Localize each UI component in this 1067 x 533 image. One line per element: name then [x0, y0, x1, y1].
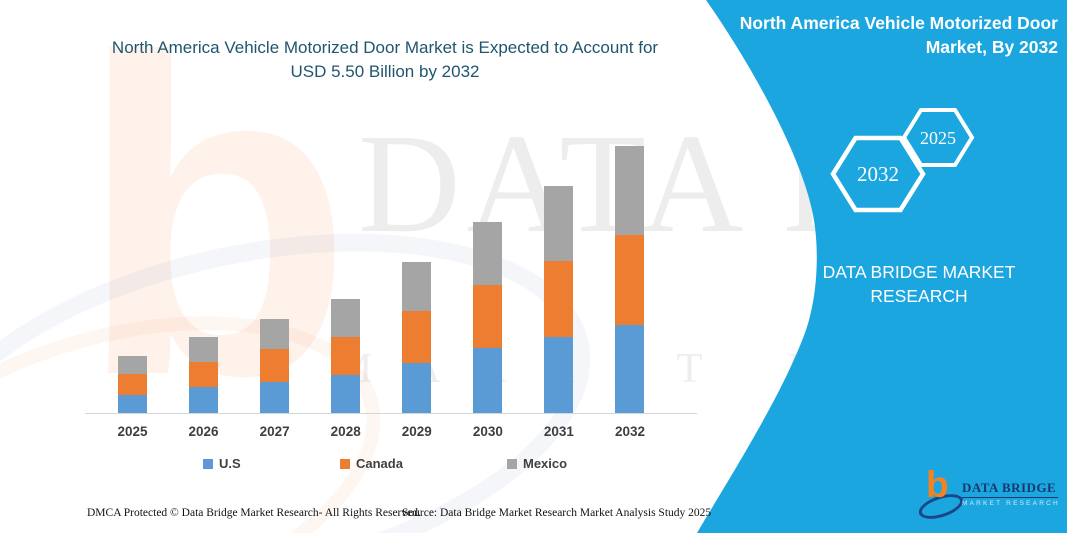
x-axis-label-2030: 2030: [472, 424, 503, 439]
chart-title-line2: USD 5.50 Billion by 2032: [290, 61, 480, 81]
bar-segment-2026-us: [189, 387, 219, 413]
legend-swatch-icon: [340, 458, 350, 469]
bar-segment-2026-mexico: [189, 337, 219, 363]
logo-subname: MARKET RESEARCH: [962, 500, 1060, 507]
bar-segment-2030-canada: [473, 284, 503, 348]
bar-2026: [189, 337, 219, 413]
bar-segment-2027-canada: [260, 348, 290, 382]
bar-segment-2030-us: [473, 348, 503, 413]
bar-2029: [402, 262, 432, 413]
bar-2030: [473, 222, 503, 413]
legend-label: Canada: [356, 456, 403, 471]
banner-title: North America Vehicle Motorized Door Mar…: [698, 12, 1058, 59]
x-axis-label-2027: 2027: [259, 424, 290, 439]
bar-segment-2032-us: [615, 324, 645, 413]
bar-2025: [118, 356, 147, 413]
bar-2032: [615, 146, 645, 413]
dbmr-logo: b DATA BRIDGE MARKET RESEARCH: [915, 466, 1058, 524]
banner-title-line1: North America Vehicle Motorized Door: [739, 13, 1058, 33]
legend-swatch-icon: [507, 458, 517, 469]
logo-wordmark: DATA BRIDGE MARKET RESEARCH: [962, 480, 1058, 507]
x-axis-label-2028: 2028: [330, 424, 361, 439]
x-axis-line: [85, 413, 697, 414]
legend-label: Mexico: [523, 456, 568, 471]
bar-segment-2025-mexico: [118, 356, 147, 375]
banner-title-line2: Market, By 2032: [925, 36, 1058, 57]
bar-segment-2031-mexico: [544, 185, 574, 262]
x-axis-label-2029: 2029: [401, 424, 432, 439]
legend-item-us: U.S: [203, 456, 241, 471]
chart-title: North America Vehicle Motorized Door Mar…: [85, 36, 685, 84]
bar-segment-2025-us: [118, 394, 147, 413]
bar-segment-2027-us: [260, 381, 290, 413]
bar-segment-2025-canada: [118, 374, 147, 395]
logo-b-icon: b: [926, 464, 949, 505]
brand-name-line2: RESEARCH: [870, 285, 968, 306]
legend-swatch-icon: [203, 458, 213, 469]
legend-item-canada: Canada: [340, 456, 403, 471]
bar-2027: [260, 318, 290, 413]
bar-segment-2029-mexico: [402, 262, 432, 312]
bar-2028: [331, 299, 361, 413]
bar-segment-2031-us: [544, 336, 574, 413]
bar-segment-2028-canada: [331, 336, 361, 376]
bar-segment-2030-mexico: [473, 222, 503, 285]
bar-segment-2028-mexico: [331, 299, 361, 337]
bar-2031: [544, 185, 574, 413]
bar-segment-2029-canada: [402, 311, 432, 363]
side-panel-shape: [697, 0, 1067, 533]
bar-segment-2032-mexico: [615, 146, 645, 235]
bar-segment-2028-us: [331, 375, 361, 413]
x-axis-label-2031: 2031: [543, 424, 574, 439]
x-axis-label-2025: 2025: [117, 424, 148, 439]
chart-title-line1: North America Vehicle Motorized Door Mar…: [111, 38, 659, 57]
x-axis-label-2026: 2026: [188, 424, 219, 439]
copyright-text: DMCA Protected © Data Bridge Market Rese…: [87, 507, 421, 519]
legend-item-mexico: Mexico: [507, 456, 567, 471]
legend-label: U.S: [219, 456, 241, 471]
logo-name: DATA BRIDGE: [962, 480, 1058, 498]
brand-name-line1: DATA BRIDGE MARKET: [822, 262, 1016, 282]
bar-segment-2027-mexico: [260, 318, 290, 349]
bar-segment-2026-canada: [189, 362, 219, 388]
bar-segment-2032-canada: [615, 235, 645, 325]
bar-segment-2029-us: [402, 362, 432, 413]
brand-name: DATA BRIDGE MARKET RESEARCH: [814, 261, 1024, 308]
source-text: Source: Data Bridge Market Research Mark…: [402, 507, 712, 519]
bar-segment-2031-canada: [544, 261, 574, 337]
x-axis-label-2032: 2032: [614, 424, 645, 439]
